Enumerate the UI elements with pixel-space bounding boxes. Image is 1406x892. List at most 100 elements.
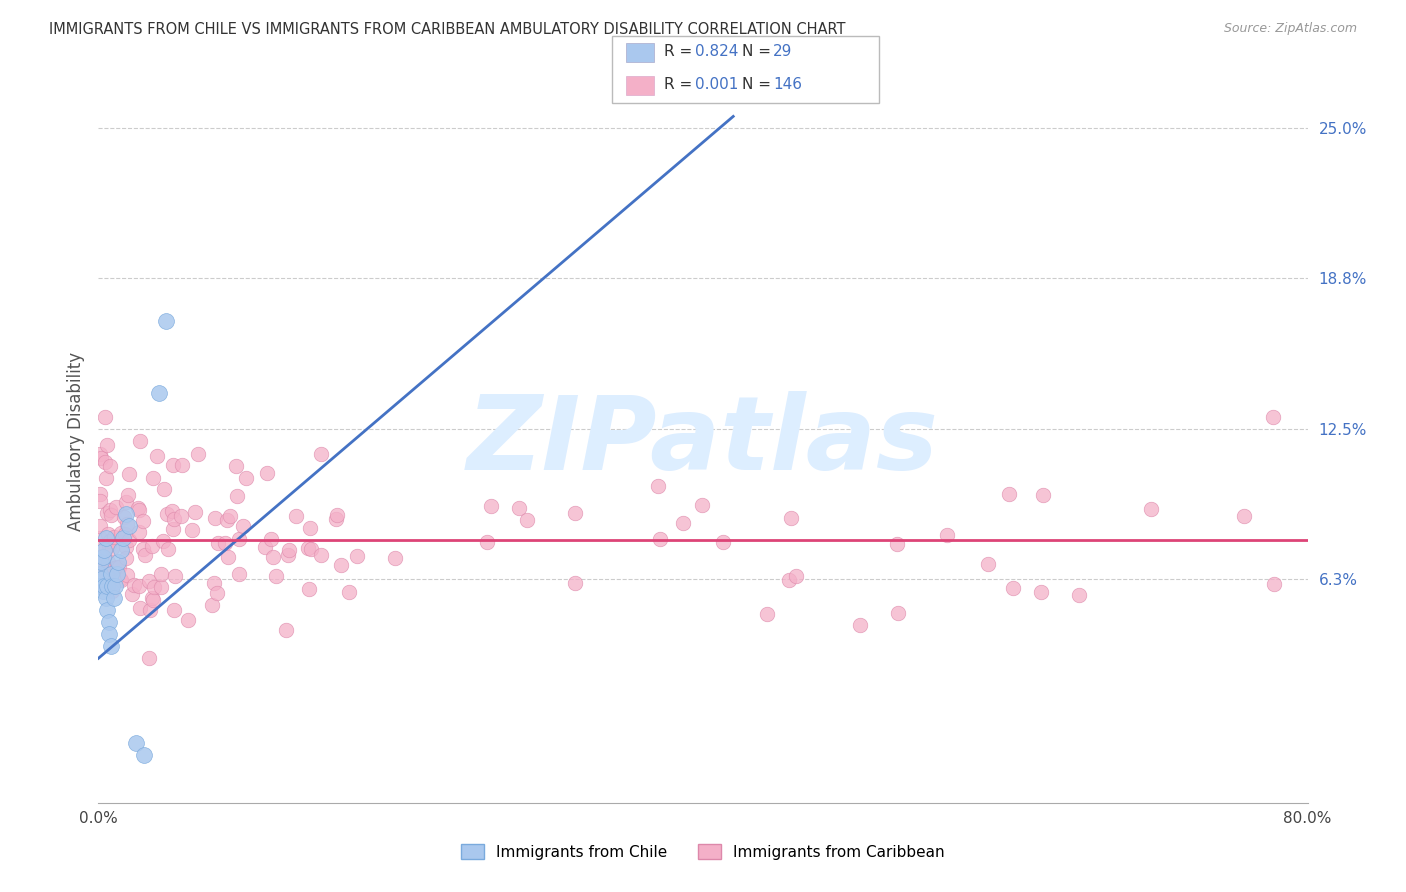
Point xyxy=(260,533,283,547)
Point xyxy=(177,614,200,628)
Point xyxy=(96,579,118,593)
Point xyxy=(202,575,225,590)
Point xyxy=(785,568,807,582)
Point xyxy=(93,542,115,557)
Point xyxy=(163,603,186,617)
Point xyxy=(207,586,229,600)
Point xyxy=(284,509,307,524)
Point xyxy=(329,558,352,573)
Point xyxy=(103,561,125,575)
Point xyxy=(325,512,347,526)
Point xyxy=(162,458,184,472)
Point xyxy=(94,541,117,556)
Point xyxy=(105,560,128,574)
Point xyxy=(711,534,734,549)
Point xyxy=(977,557,1000,571)
Point xyxy=(93,579,115,593)
Point xyxy=(152,534,174,549)
Point xyxy=(101,579,124,593)
Point xyxy=(100,567,122,582)
Point xyxy=(1032,488,1054,502)
Point xyxy=(118,467,141,481)
Point xyxy=(326,508,349,523)
Point xyxy=(115,551,138,566)
Point xyxy=(150,566,173,581)
Point xyxy=(90,451,112,466)
Point xyxy=(128,601,150,615)
Point xyxy=(309,446,332,460)
Point xyxy=(138,574,160,588)
Point xyxy=(650,532,672,546)
Point xyxy=(181,523,204,537)
Point xyxy=(277,548,299,562)
Point xyxy=(148,386,170,401)
Point xyxy=(98,538,121,552)
Point xyxy=(138,651,160,665)
Point xyxy=(886,536,908,550)
Point xyxy=(110,525,132,540)
Point xyxy=(105,567,128,582)
Point xyxy=(384,550,406,565)
Point xyxy=(96,603,118,617)
Point xyxy=(337,585,360,599)
Point xyxy=(97,555,120,569)
Point xyxy=(1029,585,1052,599)
Point xyxy=(128,434,150,449)
Point xyxy=(96,471,118,485)
Point xyxy=(779,511,801,525)
Point xyxy=(226,489,249,503)
Point xyxy=(89,579,111,593)
Point xyxy=(201,598,224,612)
Point xyxy=(115,494,138,508)
Point xyxy=(97,526,120,541)
Point xyxy=(184,505,207,519)
Point xyxy=(162,522,184,536)
Point xyxy=(93,410,115,425)
Point xyxy=(225,458,247,473)
Point xyxy=(127,500,149,515)
Point xyxy=(117,488,139,502)
Point xyxy=(145,450,167,464)
Point xyxy=(115,516,138,531)
Point xyxy=(114,507,136,521)
Point xyxy=(228,532,250,546)
Point xyxy=(274,623,297,637)
Point xyxy=(132,747,155,762)
Point xyxy=(115,567,138,582)
Point xyxy=(107,555,129,569)
Point xyxy=(138,603,160,617)
Point xyxy=(115,541,138,555)
Point xyxy=(96,438,118,452)
Point xyxy=(156,541,179,556)
Point xyxy=(114,527,136,541)
Point xyxy=(262,549,284,564)
Point xyxy=(235,471,257,485)
Point xyxy=(103,530,125,544)
Point xyxy=(89,531,111,545)
Y-axis label: Ambulatory Disability: Ambulatory Disability xyxy=(66,352,84,531)
Point xyxy=(143,581,166,595)
Point xyxy=(346,549,368,564)
Point xyxy=(564,506,586,520)
Point xyxy=(690,498,713,512)
Point xyxy=(98,615,121,630)
Text: N =: N = xyxy=(742,77,776,92)
Point xyxy=(122,578,145,592)
Point xyxy=(228,567,250,582)
Point xyxy=(256,467,278,481)
Point xyxy=(101,541,124,555)
Point xyxy=(187,446,209,460)
Point xyxy=(103,591,125,606)
Text: ZIPatlas: ZIPatlas xyxy=(467,391,939,492)
Point xyxy=(309,548,332,562)
Point xyxy=(89,487,111,501)
Point xyxy=(672,516,695,530)
Text: N =: N = xyxy=(742,44,776,59)
Point xyxy=(100,583,122,598)
Point xyxy=(90,572,112,586)
Point xyxy=(90,549,112,563)
Text: IMMIGRANTS FROM CHILE VS IMMIGRANTS FROM CARIBBEAN AMBULATORY DISABILITY CORRELA: IMMIGRANTS FROM CHILE VS IMMIGRANTS FROM… xyxy=(49,22,846,37)
Point xyxy=(96,506,118,520)
Point xyxy=(1069,588,1091,602)
Point xyxy=(298,521,321,535)
